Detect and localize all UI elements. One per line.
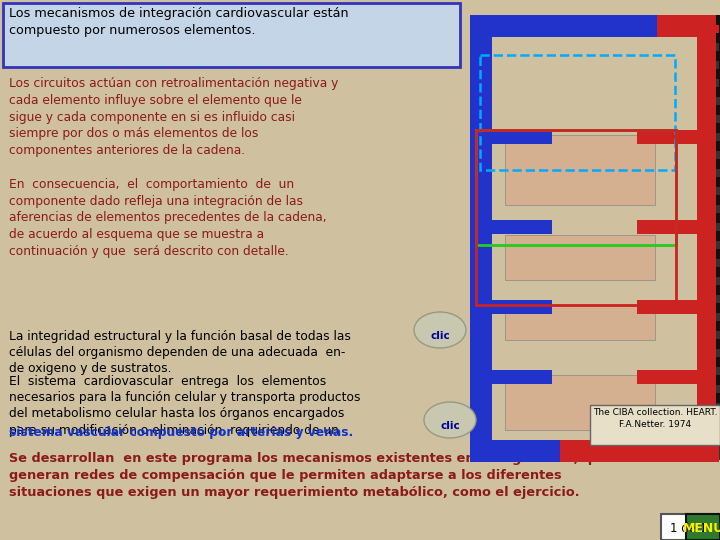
Text: The CIBA collection. HEART.
F.A.Netter. 1974: The CIBA collection. HEART. F.A.Netter. … [593, 408, 717, 429]
Bar [716, 51, 720, 61]
Bar [716, 141, 720, 151]
Bar [657, 15, 719, 37]
Bar [716, 159, 720, 169]
Bar [661, 514, 718, 540]
Bar [716, 15, 720, 25]
Bar [716, 195, 720, 205]
Bar [470, 15, 492, 440]
Bar [3, 3, 460, 67]
Bar [716, 321, 720, 331]
Bar [637, 300, 697, 314]
Bar [476, 130, 676, 245]
Bar [480, 55, 675, 170]
Bar [716, 249, 720, 259]
Bar [697, 15, 719, 440]
Bar [716, 357, 720, 367]
Bar [492, 220, 552, 234]
Text: 1 de 1: 1 de 1 [670, 522, 708, 535]
Bar [492, 370, 552, 384]
Bar [505, 235, 655, 280]
Text: Los mecanismos de integración cardiovascular están
compuesto por numerosos eleme: Los mecanismos de integración cardiovasc… [9, 7, 348, 37]
Bar [505, 375, 655, 430]
Bar [492, 300, 552, 314]
Text: La integridad estructural y la función basal de todas las
células del organismo : La integridad estructural y la función b… [9, 330, 351, 375]
Bar [470, 440, 560, 462]
Bar [716, 213, 720, 223]
Bar [637, 130, 697, 144]
Bar [505, 135, 655, 205]
Bar [716, 105, 720, 115]
Bar [716, 375, 720, 385]
Bar [716, 339, 720, 349]
Text: Se desarrollan  en este programa los mecanismos existentes en el organismo, que
: Se desarrollan en este programa los meca… [9, 452, 611, 498]
Text: Los circuitos actúan con retroalimentación negativa y
cada elemento influye sobr: Los circuitos actúan con retroalimentaci… [9, 77, 338, 258]
Bar [716, 15, 720, 460]
Bar [470, 440, 719, 462]
Text: El  sistema  cardiovascular  entrega  los  elementos
necesarios para la función : El sistema cardiovascular entrega los el… [9, 375, 361, 437]
Bar [476, 130, 676, 305]
Bar [716, 411, 720, 421]
Bar [716, 69, 720, 79]
Bar [716, 393, 720, 403]
Bar [719, 15, 720, 95]
Bar [470, 15, 719, 37]
Bar [716, 267, 720, 277]
Bar [716, 87, 720, 97]
Bar [716, 285, 720, 295]
Text: clic: clic [440, 421, 460, 431]
Bar [637, 220, 697, 234]
Bar [716, 33, 720, 43]
Bar [716, 303, 720, 313]
Text: clic: clic [430, 331, 450, 341]
Bar [492, 130, 552, 144]
Bar [590, 405, 720, 445]
Bar [716, 177, 720, 187]
Ellipse shape [424, 402, 476, 438]
Text: sistema vascular compuesto por arterias y venas.: sistema vascular compuesto por arterias … [9, 426, 354, 439]
Bar [505, 305, 655, 340]
Text: MENU: MENU [683, 522, 720, 535]
Bar [463, 0, 720, 540]
Bar [716, 231, 720, 241]
Bar [637, 370, 697, 384]
Bar [686, 514, 720, 540]
Bar [716, 123, 720, 133]
Bar [716, 429, 720, 439]
Ellipse shape [414, 312, 466, 348]
